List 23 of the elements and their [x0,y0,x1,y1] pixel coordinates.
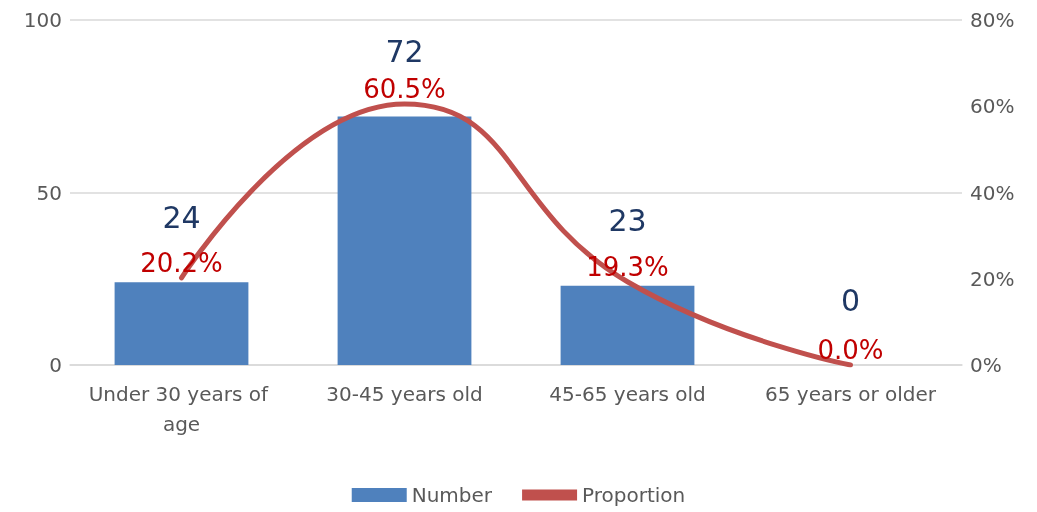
legend-label: Number [411,483,493,507]
x-tick-label: 30-45 years old [326,382,483,406]
y2-tick-label: 20% [970,266,1015,291]
bar [560,285,695,365]
data-label: 72 [385,34,424,70]
data-label: 23 [608,203,647,239]
y-tick-label: 0 [49,353,62,377]
legend-label: Proportion [582,483,686,507]
data-label: 60.5% [363,74,446,105]
y2-tick-label: 60% [970,94,1015,119]
bar [114,282,249,365]
x-tick-label: 45-65 years old [549,382,706,406]
y2-tick-label: 80% [970,8,1015,32]
y-tick-label: 50 [36,180,62,205]
bar [337,116,472,365]
y2-tick-label: 0% [970,353,1002,377]
data-label: 0 [840,282,861,318]
y-tick-label: 100 [23,8,62,32]
data-label: 24 [162,199,201,235]
y2-tick-label: 40% [970,180,1015,205]
x-tick-label: Under 30 years of age [88,382,275,436]
data-label: 0.0% [817,335,884,365]
x-tick-label: 65 years or older [764,382,937,406]
